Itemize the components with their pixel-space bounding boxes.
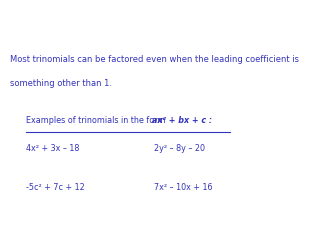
Text: ax² + bx + c: ax² + bx + c bbox=[190, 16, 264, 26]
Text: 7x² – 10x + 16: 7x² – 10x + 16 bbox=[154, 183, 212, 192]
Text: 2y² – 8y – 20: 2y² – 8y – 20 bbox=[154, 144, 204, 153]
Text: something other than 1.: something other than 1. bbox=[10, 79, 112, 88]
Text: Examples of trinomials in the form: Examples of trinomials in the form bbox=[26, 116, 168, 125]
Text: 4x² + 3x – 18: 4x² + 3x – 18 bbox=[26, 144, 79, 153]
Text: -5c² + 7c + 12: -5c² + 7c + 12 bbox=[26, 183, 84, 192]
Text: Factoring Trinomials of the Type:: Factoring Trinomials of the Type: bbox=[10, 16, 218, 26]
Text: ax² + bx + c :: ax² + bx + c : bbox=[152, 116, 212, 125]
Text: Most trinomials can be factored even when the leading coefficient is: Most trinomials can be factored even whe… bbox=[10, 55, 299, 64]
